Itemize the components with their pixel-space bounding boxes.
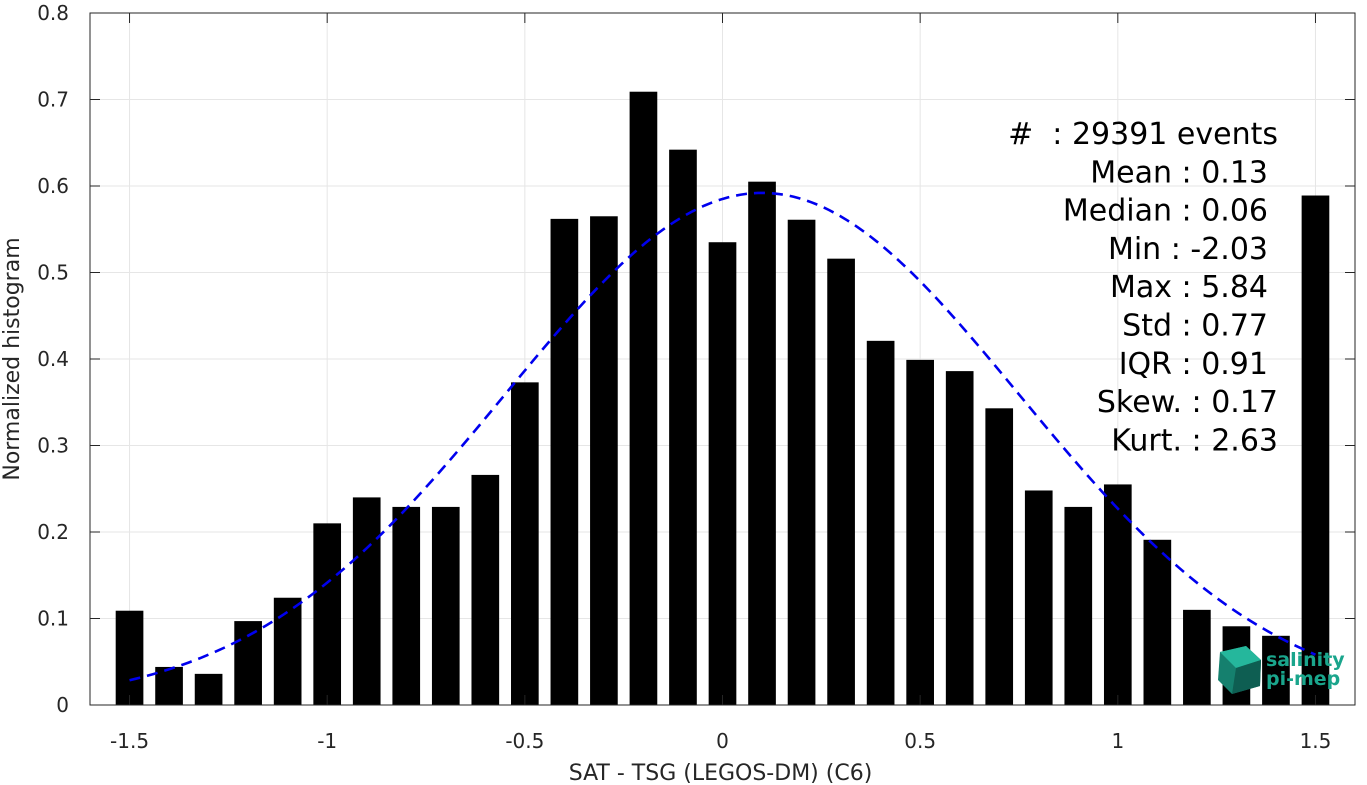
- histogram-bar: [1262, 635, 1290, 705]
- histogram-bar: [1064, 506, 1093, 705]
- histogram-bar: [590, 216, 618, 705]
- x-tick-label: -1.5: [110, 729, 149, 753]
- histogram-bar: [352, 497, 381, 705]
- y-tick-label: 0.7: [37, 88, 69, 112]
- histogram-bar: [511, 382, 539, 705]
- stat-line: Std : 0.77: [1122, 309, 1268, 344]
- histogram-bar: [669, 149, 697, 706]
- histogram-bar: [629, 91, 658, 706]
- histogram-bar: [550, 218, 579, 705]
- logo-text-pimep: pi-mep: [1266, 668, 1340, 690]
- salinity-pimep-logo: salinity pi-mep: [1218, 646, 1345, 694]
- histogram-bar: [313, 523, 342, 705]
- stat-line: IQR : 0.91: [1119, 347, 1268, 382]
- histogram-bar: [906, 359, 934, 705]
- x-tick-label: 1.5: [1300, 729, 1332, 753]
- x-tick-label: 1: [1111, 729, 1124, 753]
- x-tick-label: -1: [317, 729, 337, 753]
- y-tick-label: 0.8: [37, 1, 69, 25]
- histogram-bar: [155, 666, 183, 705]
- histogram-bar: [273, 597, 302, 705]
- x-tick-label: 0.5: [904, 729, 936, 753]
- histogram-bar: [1183, 609, 1211, 705]
- histogram-bar: [1301, 195, 1330, 705]
- x-tick-labels: -1.5 -1 -0.5 0 0.5 1 1.5: [110, 729, 1331, 753]
- histogram-bar: [194, 673, 223, 705]
- stat-line: Median : 0.06: [1063, 194, 1268, 229]
- histogram-bar: [708, 242, 737, 705]
- histogram-bar: [1103, 484, 1132, 705]
- logo-text-salinity: salinity: [1266, 649, 1345, 671]
- histogram-bar: [115, 610, 144, 705]
- y-tick-labels: 0 0.1 0.2 0.3 0.4 0.5 0.6 0.7 0.8: [37, 1, 69, 717]
- y-axis-label: Normalized histogram: [0, 237, 25, 480]
- cube-logo-icon: [1218, 646, 1261, 694]
- stat-line: # : 29391 events: [1008, 117, 1278, 152]
- histogram-bar: [1024, 490, 1053, 705]
- y-tick-label: 0.4: [37, 347, 69, 371]
- stat-line: Max : 5.84: [1110, 270, 1268, 305]
- histogram-bar: [471, 474, 500, 705]
- histogram-bar: [392, 506, 421, 705]
- histogram-bar: [431, 506, 460, 705]
- histogram-bar: [234, 621, 262, 705]
- stat-line: Mean : 0.13: [1090, 155, 1268, 190]
- y-tick-label: 0: [56, 693, 69, 717]
- histogram-bar: [787, 219, 816, 706]
- x-axis-label: SAT - TSG (LEGOS-DM) (C6): [569, 761, 873, 785]
- histogram-bar: [866, 340, 895, 705]
- histogram-bars: [115, 91, 1330, 706]
- stat-line: Kurt. : 2.63: [1111, 423, 1278, 458]
- stat-line: Min : -2.03: [1108, 232, 1268, 267]
- y-tick-label: 0.2: [37, 520, 69, 544]
- histogram-bar: [827, 258, 855, 705]
- histogram-bar: [985, 408, 1014, 705]
- histogram-bar: [748, 181, 776, 706]
- stat-line: Skew. : 0.17: [1097, 385, 1278, 420]
- gaussian-fit-curve: [129, 191, 1316, 682]
- y-tick-label: 0.5: [37, 261, 69, 285]
- y-tick-label: 0.1: [37, 607, 69, 631]
- histogram-bar: [1143, 539, 1172, 705]
- x-tick-label: -0.5: [505, 729, 544, 753]
- y-tick-label: 0.3: [37, 434, 69, 458]
- x-tick-label: 0: [716, 729, 729, 753]
- y-tick-label: 0.6: [37, 174, 69, 198]
- axis-ticks: [90, 12, 1355, 706]
- histogram-bar: [945, 371, 974, 705]
